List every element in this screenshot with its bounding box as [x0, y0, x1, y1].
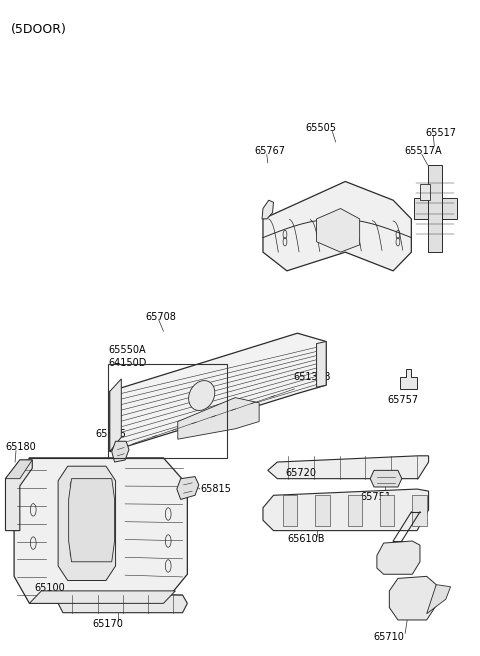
Polygon shape: [370, 470, 402, 487]
Text: 65505: 65505: [305, 123, 336, 134]
Text: (5DOOR): (5DOOR): [11, 24, 67, 36]
Text: 65757: 65757: [387, 395, 418, 405]
Polygon shape: [262, 200, 274, 219]
Polygon shape: [412, 495, 427, 527]
Polygon shape: [283, 495, 298, 527]
Text: 65180: 65180: [5, 443, 36, 453]
Polygon shape: [14, 458, 187, 604]
Text: 65815: 65815: [201, 484, 232, 494]
Text: 65170: 65170: [93, 619, 123, 629]
Polygon shape: [178, 398, 259, 439]
Text: 65550A: 65550A: [109, 345, 146, 355]
Text: 65710: 65710: [373, 632, 404, 642]
Polygon shape: [58, 595, 187, 613]
Polygon shape: [177, 477, 199, 499]
Text: 65517: 65517: [426, 128, 456, 138]
Polygon shape: [428, 165, 443, 252]
Polygon shape: [315, 495, 330, 527]
Polygon shape: [317, 209, 360, 252]
Polygon shape: [29, 591, 175, 604]
Polygon shape: [380, 495, 395, 527]
Polygon shape: [268, 456, 429, 479]
Polygon shape: [112, 441, 129, 462]
Polygon shape: [414, 198, 457, 219]
Text: 64150D: 64150D: [109, 358, 147, 368]
Polygon shape: [400, 369, 417, 389]
Polygon shape: [5, 460, 32, 531]
Polygon shape: [263, 489, 429, 531]
Text: 65610B: 65610B: [288, 534, 325, 544]
Ellipse shape: [189, 380, 215, 411]
Polygon shape: [348, 495, 362, 527]
Polygon shape: [420, 184, 431, 200]
Polygon shape: [110, 379, 121, 451]
Polygon shape: [5, 460, 32, 479]
Polygon shape: [58, 466, 116, 581]
Text: 65720: 65720: [285, 468, 316, 478]
Text: 65708: 65708: [145, 312, 176, 321]
Polygon shape: [263, 182, 411, 271]
Polygon shape: [427, 584, 451, 614]
Text: 65517A: 65517A: [405, 146, 442, 156]
Polygon shape: [317, 342, 326, 387]
Polygon shape: [69, 479, 115, 562]
Text: 65100: 65100: [34, 583, 65, 593]
Polygon shape: [377, 541, 420, 574]
Text: 65751: 65751: [360, 493, 391, 502]
Polygon shape: [389, 577, 436, 620]
Text: 65767: 65767: [254, 146, 285, 156]
Bar: [108, 364, 227, 458]
Text: 65130B: 65130B: [294, 372, 331, 382]
Polygon shape: [110, 333, 326, 451]
Text: 65815: 65815: [96, 429, 126, 439]
